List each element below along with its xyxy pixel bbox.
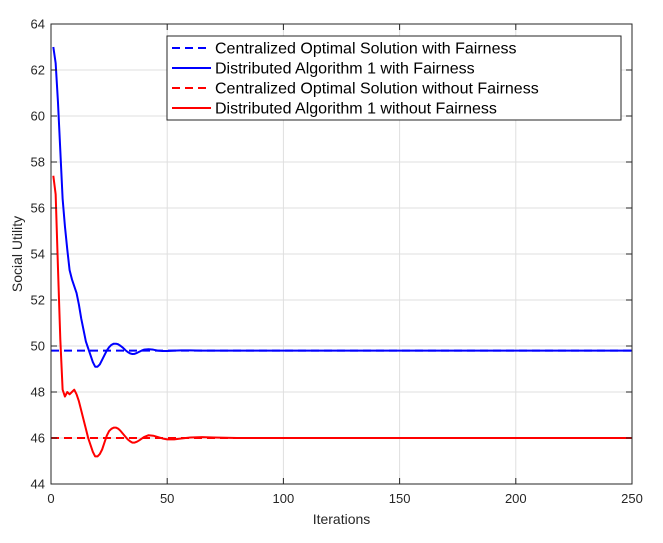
x-tick-label: 0	[47, 491, 54, 506]
y-tick-label: 52	[31, 293, 45, 308]
legend-label-3: Centralized Optimal Solution without Fai…	[215, 81, 539, 98]
y-tick-label: 56	[31, 201, 45, 216]
x-tick-label: 50	[160, 491, 174, 506]
legend: Centralized Optimal Solution with Fairne…	[166, 35, 622, 121]
legend-label-2: Distributed Algorithm 1 with Fairness	[215, 61, 475, 78]
x-tick-label: 150	[389, 491, 411, 506]
y-tick-label: 54	[31, 247, 45, 262]
y-tick-label: 50	[31, 339, 45, 354]
x-tick-label: 250	[621, 491, 643, 506]
y-tick-label: 46	[31, 431, 45, 446]
x-axis-ticks: 0 50 100 150 200 250	[47, 24, 643, 506]
y-tick-label: 60	[31, 109, 45, 124]
legend-box	[166, 35, 622, 121]
series-line-2	[52, 46, 632, 368]
y-tick-label: 58	[31, 155, 45, 170]
y-tick-label: 62	[31, 63, 45, 78]
legend-items: Centralized Optimal Solution with Fairne…	[172, 41, 539, 118]
y-axis-ticks: 44 46 48 50 52 54 56 58 60 62 64	[31, 17, 632, 492]
y-tick-label: 44	[31, 477, 45, 492]
legend-label-4: Distributed Algorithm 1 without Fairness	[215, 101, 497, 118]
legend-label-1: Centralized Optimal Solution with Fairne…	[215, 41, 516, 58]
x-tick-label: 200	[505, 491, 527, 506]
series-line-4	[52, 175, 632, 458]
series-layer	[51, 46, 632, 458]
y-tick-label: 64	[31, 17, 45, 32]
x-axis-label: Iterations	[313, 511, 371, 527]
x-tick-label: 100	[273, 491, 295, 506]
y-tick-label: 48	[31, 385, 45, 400]
y-axis-label: Social Utility	[9, 216, 25, 292]
